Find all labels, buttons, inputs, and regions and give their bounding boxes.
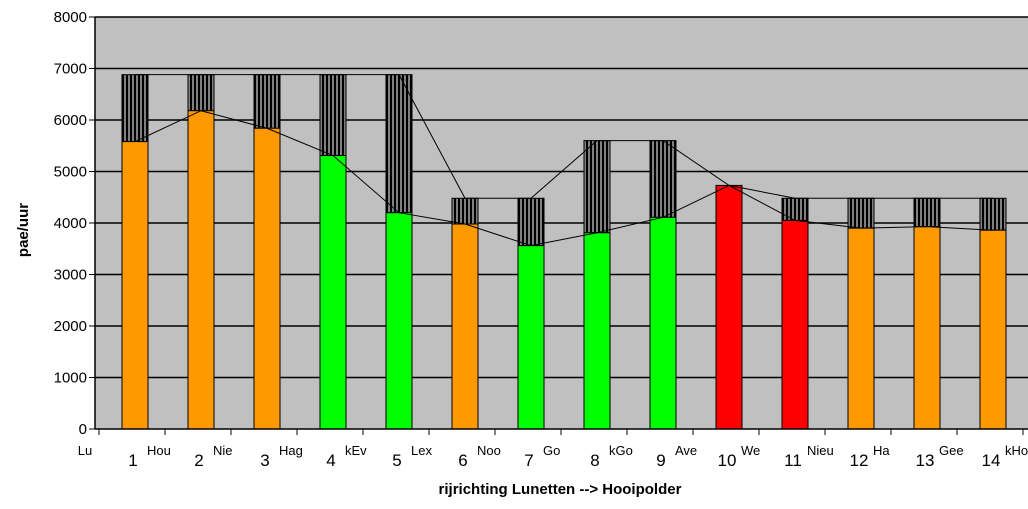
category-number: 4: [326, 451, 335, 470]
y-tick-label: 3000: [54, 267, 87, 284]
category-number: 10: [718, 451, 737, 470]
y-tick-label: 2000: [54, 318, 87, 335]
y-tick-label: 0: [79, 421, 87, 438]
demand-bar: [385, 212, 413, 430]
x-axis-title: rijrichting Lunetten --> Hooipolder: [439, 481, 682, 498]
x-category-labels: 1 Hou 2 Nie 3 Hag 4 kEv 5 Lex 6 Noo 7 Go 8 kGo 9 Ave 10 We 1…: [128, 443, 1028, 470]
y-tick-label: 4000: [54, 215, 87, 232]
demand-bar: [253, 127, 281, 430]
axes: [94, 17, 1028, 435]
category-name: Noo: [477, 443, 501, 458]
capacity-segment: [187, 74, 215, 112]
capacity-segment: [253, 74, 281, 129]
category-name: Ha: [873, 443, 890, 458]
category-name: kEv: [345, 443, 367, 458]
category-number: 1: [128, 451, 137, 470]
y-tick-label: 5000: [54, 164, 87, 181]
demand-bar: [517, 245, 545, 430]
demand-line: [134, 110, 994, 247]
category-name: Hag: [279, 443, 303, 458]
category-name: Nieu: [807, 443, 834, 458]
bars: [121, 74, 1007, 430]
y-axis-title: pae/uur: [15, 203, 32, 257]
y-tick-labels: 0 1000 2000 3000 4000 5000 6000 7000 8000: [54, 9, 87, 438]
demand-bar: [319, 155, 347, 430]
category-number: 12: [850, 451, 869, 470]
x-start-label: Lu: [78, 443, 92, 458]
category-name: Gee: [939, 443, 964, 458]
category-name: We: [741, 443, 760, 458]
demand-bar: [187, 110, 215, 430]
category-number: 13: [916, 451, 935, 470]
demand-bar: [583, 232, 611, 430]
demand-bar: [979, 229, 1007, 430]
capacity-segment: [649, 140, 677, 218]
demand-bar: [847, 227, 875, 430]
category-number: 14: [982, 451, 1001, 470]
demand-bar: [451, 223, 479, 430]
capacity-segment: [847, 197, 875, 229]
y-tick-label: 7000: [54, 61, 87, 78]
category-name: kGo: [609, 443, 633, 458]
capacity-segment: [319, 74, 347, 157]
category-number: 6: [458, 451, 467, 470]
category-name: Lex: [411, 443, 432, 458]
demand-bar: [121, 141, 149, 430]
category-name: kHo: [1005, 443, 1028, 458]
category-number: 11: [784, 451, 802, 470]
capacity-segment: [781, 197, 809, 221]
category-number: 8: [590, 451, 599, 470]
capacity-segment: [979, 197, 1007, 231]
category-number: 3: [260, 451, 269, 470]
capacity-segment: [517, 197, 545, 247]
category-number: 5: [392, 451, 401, 470]
capacity-segment: [121, 74, 149, 143]
category-number: 7: [524, 451, 533, 470]
category-number: 9: [656, 451, 665, 470]
category-name: Hou: [147, 443, 171, 458]
category-name: Ave: [675, 443, 697, 458]
y-tick-label: 6000: [54, 112, 87, 129]
capacity-line: [135, 74, 993, 199]
demand-bar: [913, 226, 941, 430]
category-name: Go: [543, 443, 560, 458]
y-tick-label: 1000: [54, 370, 87, 387]
capacity-segment: [913, 197, 941, 228]
y-tick-label: 8000: [54, 9, 87, 26]
demand-bar: [781, 219, 809, 430]
capacity-segment: [583, 140, 611, 234]
demand-bar: [715, 184, 743, 430]
category-name: Nie: [213, 443, 233, 458]
category-number: 2: [194, 451, 203, 470]
capacity-segment: [385, 74, 413, 214]
lines: [134, 74, 994, 247]
demand-bar: [649, 216, 677, 430]
capacity-segment: [451, 197, 479, 225]
